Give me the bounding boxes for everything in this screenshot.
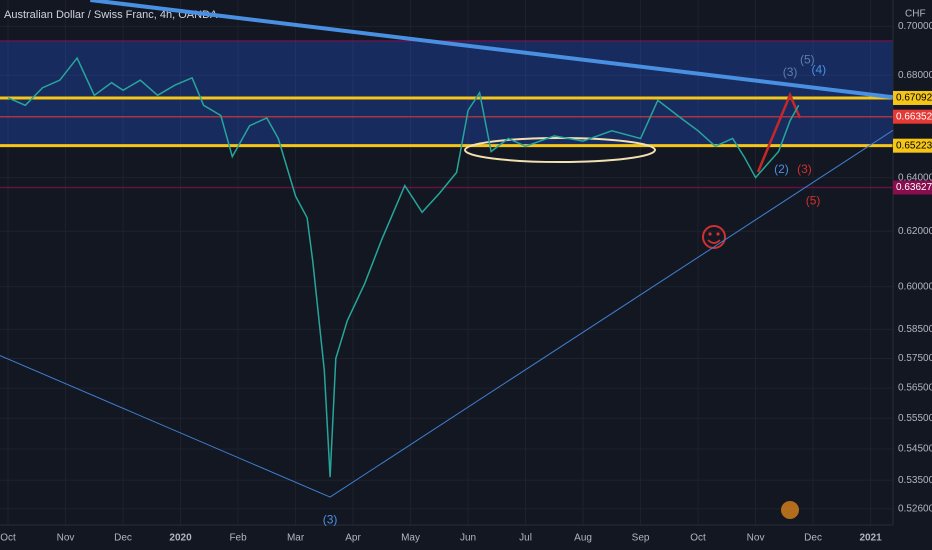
chart-title: Australian Dollar / Swiss Franc, 4h, OAN… bbox=[4, 9, 218, 21]
price-line-series bbox=[7, 56, 800, 478]
y-tick-label: 0.57500 bbox=[898, 353, 932, 364]
price-label: 0.66352 bbox=[896, 111, 932, 122]
x-tick-label: Nov bbox=[57, 533, 75, 544]
price-label: 0.63627 bbox=[896, 182, 932, 193]
price-label-box bbox=[893, 90, 932, 105]
price-axis bbox=[893, 0, 932, 550]
consolidation-ellipse bbox=[464, 137, 656, 163]
wave-label: (2) bbox=[774, 162, 789, 176]
price-label-box bbox=[893, 180, 932, 195]
y-tick-label: 0.53500 bbox=[898, 475, 932, 486]
price-label: 0.65223 bbox=[896, 140, 932, 151]
x-tick-label: Oct bbox=[690, 533, 706, 544]
smiley-eye bbox=[716, 232, 720, 236]
smiley bbox=[702, 225, 726, 249]
time-axis bbox=[0, 525, 932, 550]
x-tick-label: 2020 bbox=[169, 533, 192, 544]
y-tick-label: 0.70000 bbox=[898, 21, 932, 32]
smiley-eye bbox=[708, 232, 712, 236]
x-tick-label: Aug bbox=[574, 533, 592, 544]
wave-label: (5) bbox=[806, 194, 821, 208]
trendline bbox=[0, 129, 894, 498]
wave-label: (3) bbox=[797, 162, 812, 176]
wave-label: (3) bbox=[783, 65, 798, 79]
currency-label: CHF bbox=[905, 9, 926, 20]
x-tick-label: Dec bbox=[114, 533, 132, 544]
trendline bbox=[90, 0, 894, 100]
x-tick-label: Jun bbox=[460, 533, 476, 544]
x-tick-label: 2021 bbox=[859, 533, 882, 544]
wave-label: (5) bbox=[800, 53, 815, 67]
y-tick-label: 0.55500 bbox=[898, 413, 932, 424]
x-tick-label: Nov bbox=[747, 533, 765, 544]
y-tick-label: 0.52600 bbox=[898, 504, 932, 515]
x-tick-label: Sep bbox=[632, 533, 650, 544]
y-tick-label: 0.54500 bbox=[898, 444, 932, 455]
y-tick-label: 0.62000 bbox=[898, 226, 932, 237]
price-label-box bbox=[893, 138, 932, 153]
x-tick-label: Oct bbox=[0, 533, 16, 544]
smiley-face bbox=[702, 225, 726, 249]
y-tick-label: 0.58500 bbox=[898, 324, 932, 335]
y-tick-label: 0.68000 bbox=[898, 70, 932, 81]
price-label-box bbox=[893, 109, 932, 124]
y-tick-label: 0.64000 bbox=[898, 172, 932, 183]
y-tick-label: 0.56500 bbox=[898, 383, 932, 394]
x-tick-label: Apr bbox=[345, 533, 361, 544]
wave-label: (3) bbox=[323, 512, 338, 526]
x-tick-label: Dec bbox=[804, 533, 822, 544]
y-tick-label: 0.60000 bbox=[898, 281, 932, 292]
x-tick-label: Jul bbox=[519, 533, 532, 544]
x-tick-label: Mar bbox=[287, 533, 305, 544]
x-tick-label: May bbox=[401, 533, 420, 544]
zone bbox=[0, 40, 893, 147]
x-tick-label: Feb bbox=[229, 533, 247, 544]
smiley-mouth bbox=[707, 239, 721, 244]
price-label: 0.67092 bbox=[896, 93, 932, 104]
logo bbox=[781, 501, 799, 519]
plot-layer bbox=[0, 0, 893, 525]
wave-label: (4) bbox=[811, 62, 826, 76]
